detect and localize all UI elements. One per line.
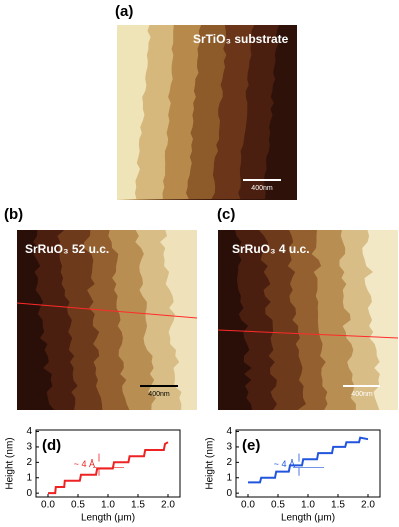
- terrace: [117, 25, 151, 200]
- height-profile: [248, 436, 369, 484]
- annotation: ~ 4 Å: [74, 459, 95, 469]
- panel-label: (d): [42, 437, 61, 454]
- y-tick-label: 0: [226, 488, 232, 499]
- y-tick-label: 2: [26, 457, 32, 468]
- scale-bar-label: 400nm: [351, 391, 373, 398]
- x-axis-label: Length (μm): [281, 513, 335, 524]
- annotation: ~ 4 Å: [274, 459, 295, 469]
- image-caption: SrRuO₃ 4 u.c.: [232, 242, 310, 256]
- panel-label: (e): [242, 437, 260, 454]
- x-tick-label: 0.0: [41, 500, 55, 511]
- y-tick-label: 2: [226, 457, 232, 468]
- y-axis-label: Height (nm): [205, 437, 216, 489]
- y-axis-label: Height (nm): [5, 437, 16, 489]
- x-tick-label: 1.5: [331, 500, 345, 511]
- x-tick-label: 0.5: [271, 500, 285, 511]
- charts: 0 1 2 3 4 0.0 0.5 1.0 1.5 2.0 Length (μm) Height (n…: [5, 426, 381, 524]
- x-tick-label: 0.0: [241, 500, 255, 511]
- x-tick-label: 1.0: [301, 500, 315, 511]
- x-tick-label: 2.0: [161, 500, 175, 511]
- afm-image-c: [218, 230, 398, 410]
- afm-image-b: [17, 230, 197, 410]
- profile-line: [217, 329, 399, 339]
- panel-label: (a): [115, 3, 133, 20]
- image-caption: SrRuO₃ 52 u.c.: [25, 242, 109, 256]
- image-caption: SrTiO₃ substrate: [193, 32, 289, 46]
- panel-label: (c): [217, 206, 235, 223]
- y-tick-label: 1: [26, 472, 32, 483]
- y-tick-label: 3: [226, 442, 232, 453]
- x-axis-label: Length (μm): [81, 513, 135, 524]
- x-tick-label: 2.0: [361, 500, 375, 511]
- scale-bar-label: 400nm: [251, 185, 273, 192]
- x-tick-label: 1.0: [101, 500, 115, 511]
- terrace: [218, 230, 252, 410]
- scale-bar-label: 400nm: [148, 391, 170, 398]
- profile-line: [16, 302, 198, 319]
- height-profile: [48, 441, 169, 495]
- y-tick-label: 3: [26, 442, 32, 453]
- x-tick-label: 1.5: [131, 500, 145, 511]
- y-tick-label: 4: [26, 426, 32, 437]
- terrace: [17, 230, 55, 410]
- panel-label: (b): [4, 206, 23, 223]
- y-tick-label: 4: [226, 426, 232, 437]
- x-tick-label: 0.5: [71, 500, 85, 511]
- y-tick-label: 0: [26, 488, 32, 499]
- y-tick-label: 1: [226, 472, 232, 483]
- afm-image-a: [117, 25, 297, 200]
